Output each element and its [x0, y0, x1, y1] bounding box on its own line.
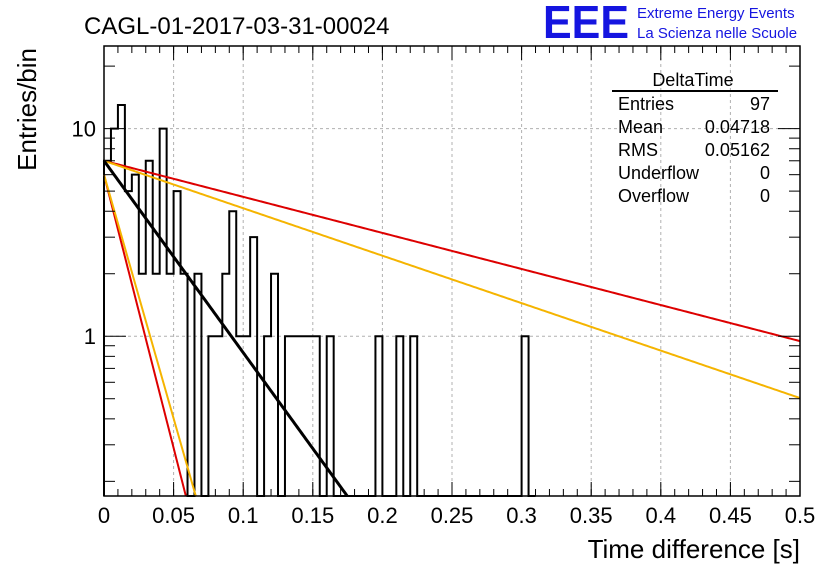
stats-label-rms: RMS	[618, 140, 658, 160]
logo-line-2: La Scienza nelle Scuole	[637, 25, 797, 42]
fit-curves	[102, 159, 801, 497]
stats-value-underflow: 0	[760, 163, 770, 183]
stats-value-overflow: 0	[760, 186, 770, 206]
x-tick-label: 0.35	[570, 503, 613, 528]
y-axis-title: Entries/bin	[12, 48, 42, 171]
stats-label-overflow: Overflow	[618, 186, 690, 206]
stats-value-entries: 97	[750, 94, 770, 114]
fit-curve-3	[103, 174, 197, 497]
x-tick-label: 0.05	[152, 503, 195, 528]
x-tick-label: 0.25	[431, 503, 474, 528]
histogram	[103, 103, 536, 497]
eee-logo: EEE Extreme Energy Events La Scienza nel…	[543, 0, 797, 48]
stats-label-entries: Entries	[618, 94, 674, 114]
stats-box: DeltaTime Entries 97 Mean 0.04718 RMS 0.…	[612, 70, 778, 206]
fit-curve-1	[102, 159, 349, 497]
x-tick-label: 0.15	[291, 503, 334, 528]
x-axis-title: Time difference [s]	[588, 534, 800, 564]
fit-curve-5	[103, 174, 187, 497]
logo-mark: EEE	[543, 0, 629, 48]
grid	[104, 46, 800, 496]
fit-curve-4	[103, 159, 801, 343]
stats-value-mean: 0.04718	[705, 117, 770, 137]
axis-ticks: 0 0.05 0.1 0.15 0.2 0.25 0.3 0.35 0.4 0.45 0.5 1 10	[72, 46, 816, 528]
stats-label-underflow: Underflow	[618, 163, 700, 183]
y-tick-label: 10	[72, 117, 96, 142]
x-tick-label: 0.1	[228, 503, 259, 528]
x-tick-label: 0.3	[506, 503, 537, 528]
x-tick-label: 0.2	[367, 503, 398, 528]
stats-label-mean: Mean	[618, 117, 663, 137]
chart-title: CAGL-01-2017-03-31-00024	[84, 13, 390, 40]
histogram-outline	[103, 103, 536, 497]
fit-curve-2	[103, 159, 801, 399]
stats-name: DeltaTime	[652, 70, 733, 90]
logo-line-1: Extreme Energy Events	[637, 5, 795, 22]
x-tick-label: 0.45	[709, 503, 752, 528]
stats-value-rms: 0.05162	[705, 140, 770, 160]
x-tick-label: 0	[98, 503, 110, 528]
x-tick-label: 0.4	[646, 503, 677, 528]
y-tick-label: 1	[84, 324, 96, 349]
x-tick-label: 0.5	[785, 503, 816, 528]
